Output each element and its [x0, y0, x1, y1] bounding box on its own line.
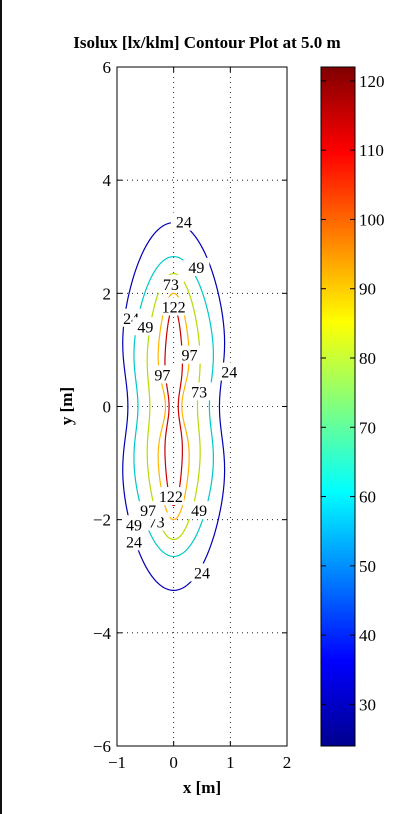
- contour-label-bg: [135, 501, 162, 520]
- contour-label-bg: [157, 274, 184, 293]
- contour-label: 97: [140, 503, 156, 520]
- y-tick-label: −2: [93, 511, 111, 530]
- colorbar: 30 40 50 60 70 80 90 100 110 120: [320, 66, 385, 747]
- y-tick-label: 6: [103, 58, 112, 77]
- x-tick-label: 0: [169, 753, 178, 772]
- grid-lines: [117, 67, 287, 746]
- colorbar-ticks: 30 40 50 60 70 80 90 100 110 120: [321, 72, 385, 714]
- colorbar-tick-label: 80: [359, 349, 376, 368]
- contour-label: 49: [126, 517, 142, 534]
- contour-label: 49: [191, 503, 207, 520]
- contour-label: 49: [137, 319, 153, 336]
- x-tick-label: −1: [108, 753, 126, 772]
- colorbar-tick-label: 120: [359, 72, 385, 91]
- contour-line-49: [133, 255, 215, 558]
- colorbar-tick-label: 70: [359, 418, 376, 437]
- colorbar-tick-label: 30: [359, 695, 376, 714]
- contour-line-73: [146, 272, 201, 541]
- contour-label-bg: [160, 297, 187, 316]
- y-tick-label: −4: [93, 624, 112, 643]
- x-axis-label: x [m]: [183, 778, 221, 797]
- colorbar-tick-label: 110: [359, 141, 384, 160]
- contour-label-bg: [132, 317, 159, 336]
- y-tick-label: 4: [103, 171, 112, 190]
- contour-label-bg: [170, 212, 197, 231]
- colorbar-tick-label: 50: [359, 557, 376, 576]
- contour-label-bg: [186, 501, 213, 520]
- colorbar-frame: [320, 66, 356, 747]
- contour-label: 49: [188, 260, 204, 277]
- y-axis-label: y [m]: [57, 387, 76, 425]
- colorbar-gradient: [321, 67, 355, 746]
- chart-title: Isolux [lx/klm] Contour Plot at 5.0 m: [73, 33, 340, 52]
- contour-label-bg: [121, 532, 147, 551]
- contour-label-bg: [121, 515, 147, 534]
- colorbar-tick-label: 100: [359, 210, 385, 229]
- colorbar-tick-label: 90: [359, 280, 376, 299]
- x-tick-label: 1: [226, 753, 235, 772]
- contour-label-bg: [186, 382, 213, 401]
- x-axis: −1 0 1 2: [108, 67, 291, 772]
- y-tick-label: 0: [103, 398, 112, 417]
- y-tick-label: −6: [93, 737, 111, 756]
- colorbar-tick-label: 60: [359, 488, 376, 507]
- contour-label: 73: [191, 384, 207, 401]
- contour-label-bg: [216, 362, 243, 381]
- contour-label-bg: [189, 563, 215, 582]
- figure-left-border: [0, 0, 2, 814]
- contour-label: 24: [221, 365, 237, 382]
- contour-label: 97: [154, 367, 170, 384]
- contour-label: 122: [159, 489, 183, 506]
- contour-label-bg: [157, 487, 184, 506]
- contour-label: 73: [163, 277, 179, 294]
- contour-label-bg: [149, 365, 176, 384]
- x-tick-label: 2: [283, 753, 292, 772]
- contour-label: 24: [126, 534, 142, 551]
- y-tick-label: 2: [103, 284, 112, 303]
- contour-label: 24: [176, 215, 192, 232]
- contour-label: 122: [162, 299, 186, 316]
- contour-label: 97: [182, 348, 198, 365]
- colorbar-tick-label: 40: [359, 626, 376, 645]
- contour-label-bg: [176, 345, 203, 364]
- contour-label: 24: [194, 565, 210, 582]
- contour-label-bg: [183, 257, 210, 276]
